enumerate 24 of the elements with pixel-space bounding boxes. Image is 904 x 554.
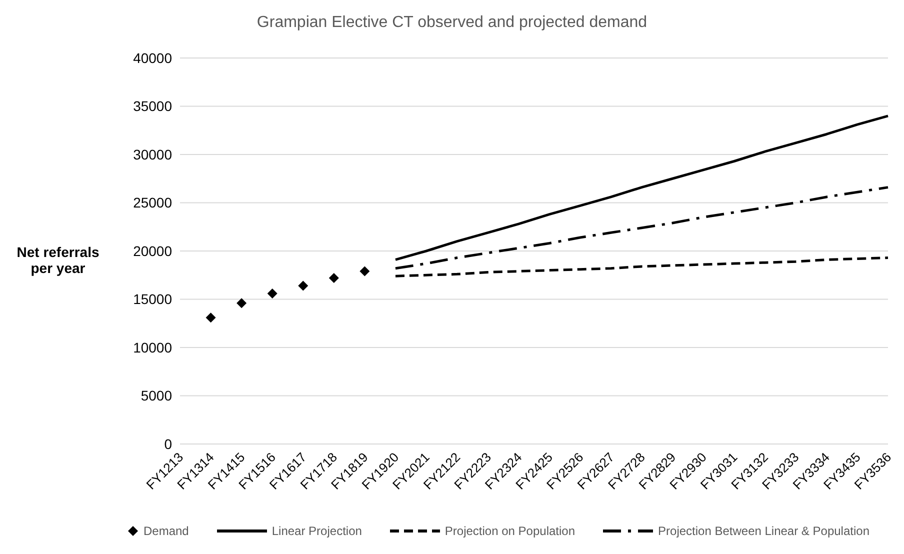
- point: [360, 266, 370, 276]
- y-tick-label: 10000: [133, 339, 172, 356]
- y-tick-label: 25000: [133, 194, 172, 211]
- point: [298, 280, 308, 291]
- y-tick-label: 30000: [133, 146, 172, 162]
- y-tick-label: 15000: [133, 291, 172, 308]
- y-tick-label: 40000: [133, 50, 172, 66]
- y-tick-label: 5000: [140, 388, 172, 404]
- legend-label: Projection Between Linear & Population: [658, 524, 870, 538]
- point: [328, 273, 339, 284]
- point: [267, 288, 278, 298]
- y-tick-label: 20000: [133, 242, 172, 259]
- legend-label: Projection on Population: [444, 524, 576, 538]
- line-series: [394, 186, 890, 270]
- line-series: [394, 256, 890, 278]
- point: [236, 298, 247, 308]
- y-tick-label: 0: [164, 436, 172, 452]
- y-tick-label: 35000: [133, 98, 172, 114]
- legend-label: Demand: [144, 524, 189, 538]
- legend-label: Linear Projection: [272, 524, 362, 538]
- chart-title: Grampian Elective CT observed and projected demand: [256, 14, 648, 32]
- y-axis-title: Net referrals per year: [16, 244, 100, 276]
- line-series: [394, 114, 890, 261]
- point: [206, 312, 216, 323]
